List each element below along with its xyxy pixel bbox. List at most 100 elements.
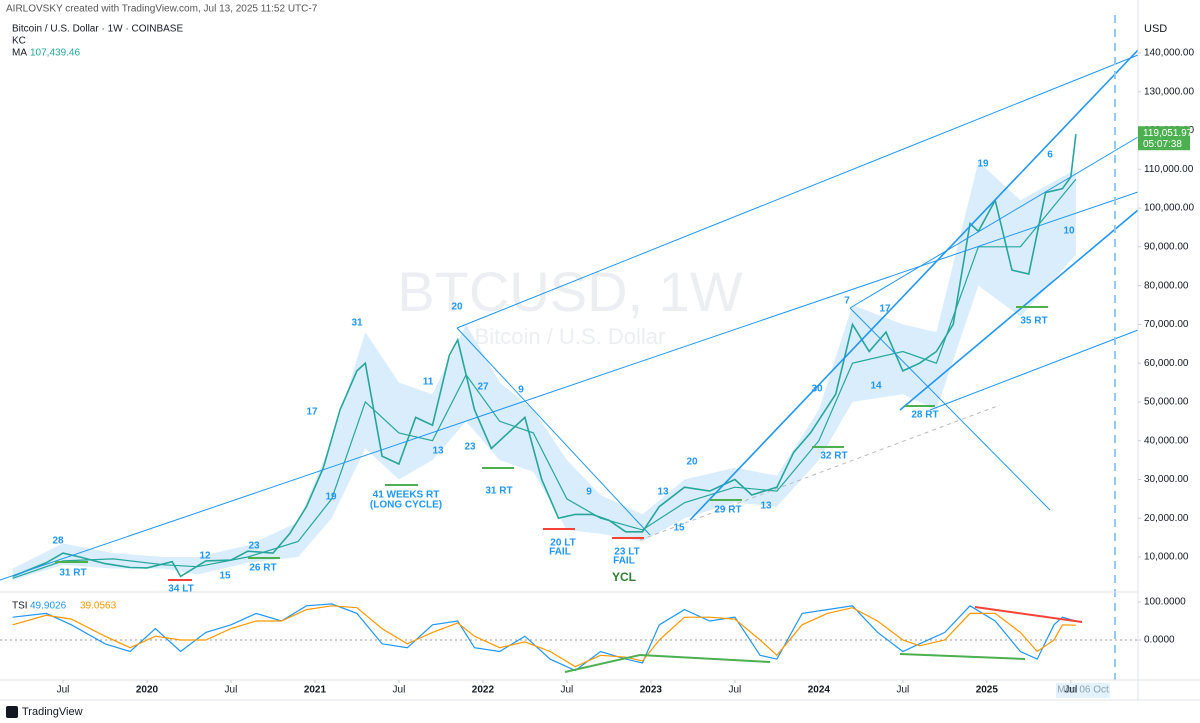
- annotation: 17: [306, 407, 318, 418]
- trend-line: [456, 54, 1139, 329]
- y-tick-label: 50,000.00: [1144, 397, 1189, 408]
- annotation: 35 RT: [1020, 316, 1047, 327]
- kc-legend: KC: [12, 36, 26, 47]
- countdown: 05:07:38: [1143, 139, 1182, 150]
- channel-line: [849, 136, 1139, 309]
- annotation: 19: [325, 492, 337, 503]
- x-tick-label: Jul: [393, 685, 406, 696]
- currency-label: USD: [1144, 23, 1167, 35]
- annotation: 23 LT: [614, 547, 639, 558]
- channel-line: [929, 329, 1139, 411]
- annotation: 34 LT: [168, 584, 193, 595]
- price-line: [12, 134, 1077, 578]
- annotation: 7: [844, 296, 850, 307]
- symbol-title: Bitcoin / U.S. Dollar · 1W · COINBASE: [12, 24, 183, 35]
- divergence-line: [564, 654, 641, 673]
- y-tick-label: 30,000.00: [1144, 474, 1189, 485]
- annotation: 26 RT: [249, 563, 276, 574]
- divergence-line: [639, 654, 771, 663]
- y-tick-label: 60,000.00: [1144, 358, 1189, 369]
- annotation: 30: [811, 384, 823, 395]
- brand-logo: [6, 706, 18, 718]
- annotation: 28: [52, 536, 64, 547]
- ma-line: [12, 178, 1077, 579]
- y-tick-label: 140,000.00: [1144, 48, 1194, 59]
- annotation: 12: [199, 551, 211, 562]
- annotation: 31: [351, 318, 363, 329]
- x-tick-label: 2022: [472, 685, 495, 696]
- y-tick-label: 40,000.00: [1144, 435, 1189, 446]
- y-tick-label: 100,000.00: [1144, 203, 1194, 214]
- ma-legend: MA: [12, 48, 27, 59]
- annotations: 28 31 RT 34 LT 12 15 23 26 RT 19 17 31 41 WEEKS RT…: [52, 150, 1075, 595]
- tsi-signal-value: 39.0563: [80, 601, 117, 612]
- channel-line: [849, 307, 1051, 511]
- price-tag-label: 119,051.97: [1143, 128, 1193, 139]
- x-tick-label: 2025: [976, 685, 999, 696]
- annotation: 13: [432, 446, 444, 457]
- annotation: (LONG CYCLE): [370, 500, 442, 511]
- x-tick-label: 2023: [640, 685, 663, 696]
- divergence-line: [899, 653, 1026, 660]
- annotation: 10: [1063, 226, 1075, 237]
- annotation: 9: [586, 487, 592, 498]
- y-tick-label: 130,000.00: [1144, 86, 1194, 97]
- annotation: FAIL: [613, 556, 635, 567]
- annotation: 27: [477, 382, 489, 393]
- annotation: 28 RT: [911, 410, 938, 421]
- tsi-line: [12, 605, 1076, 668]
- channel-line: [689, 49, 1139, 521]
- brand: TradingView: [22, 706, 83, 718]
- x-tick-label: Jul: [728, 685, 741, 696]
- annotation: 20 LT: [550, 538, 575, 549]
- annotation: 6: [1047, 150, 1053, 161]
- annotation: 9: [518, 385, 524, 396]
- annotation: 23: [464, 442, 476, 453]
- price-tag: [1138, 126, 1190, 151]
- annotation: 13: [657, 487, 669, 498]
- y-tick-label: 70,000.00: [1144, 319, 1189, 330]
- y-tick-label: 80,000.00: [1144, 280, 1189, 291]
- credit: AIRLOVSKY created with TradingView.com, …: [6, 4, 318, 15]
- y-tick-label: 10,000.00: [1144, 552, 1189, 563]
- dashed-line: [639, 404, 1001, 541]
- annotation: 11: [423, 377, 434, 388]
- x-tick-label: Jul: [896, 685, 909, 696]
- watermark-symbol: BTCUSD, 1W: [397, 260, 742, 323]
- trend-line: [456, 327, 651, 536]
- annotation: 14: [870, 381, 882, 392]
- annotation: 41 WEEKS RT: [373, 490, 440, 501]
- crosshair-date: Mon 06 Oct: [1057, 685, 1109, 696]
- annotation: YCL: [612, 570, 636, 584]
- crosshair-date-box: [1056, 683, 1110, 698]
- x-tick-label: 2021: [304, 685, 327, 696]
- x-tick-label: Jul: [1064, 685, 1077, 696]
- annotation: 31 RT: [59, 568, 86, 579]
- annotation: 20: [451, 302, 463, 313]
- x-tick-label: Jul: [561, 685, 574, 696]
- x-tick-label: Jul: [57, 685, 70, 696]
- annotation: 32 RT: [820, 451, 847, 462]
- ma-value: 107,439.46: [30, 48, 80, 59]
- drawings: [0, 15, 1139, 680]
- y-tick-label: 110,000.00: [1144, 164, 1194, 175]
- annotation: 17: [879, 304, 891, 315]
- y-tick-label: 100.0000: [1144, 597, 1186, 608]
- x-tick-label: 2020: [136, 685, 159, 696]
- annotation: 15: [219, 571, 231, 582]
- annotation: 29 RT: [714, 505, 741, 516]
- channel-line: [899, 209, 1139, 411]
- annotation: 23: [248, 541, 260, 552]
- x-tick-label: 2024: [808, 685, 831, 696]
- kc-band: [12, 161, 1076, 581]
- annotation: 20: [686, 457, 698, 468]
- divergence-line: [974, 606, 1083, 623]
- x-tick-label: Jul: [225, 685, 238, 696]
- watermark-subtitle: Bitcoin / U.S. Dollar: [475, 324, 666, 349]
- annotation: 19: [977, 159, 989, 170]
- annotation: 15: [673, 523, 685, 534]
- y-tick-label: 0.0000: [1144, 635, 1175, 646]
- tsi-value: 49.9026: [30, 601, 67, 612]
